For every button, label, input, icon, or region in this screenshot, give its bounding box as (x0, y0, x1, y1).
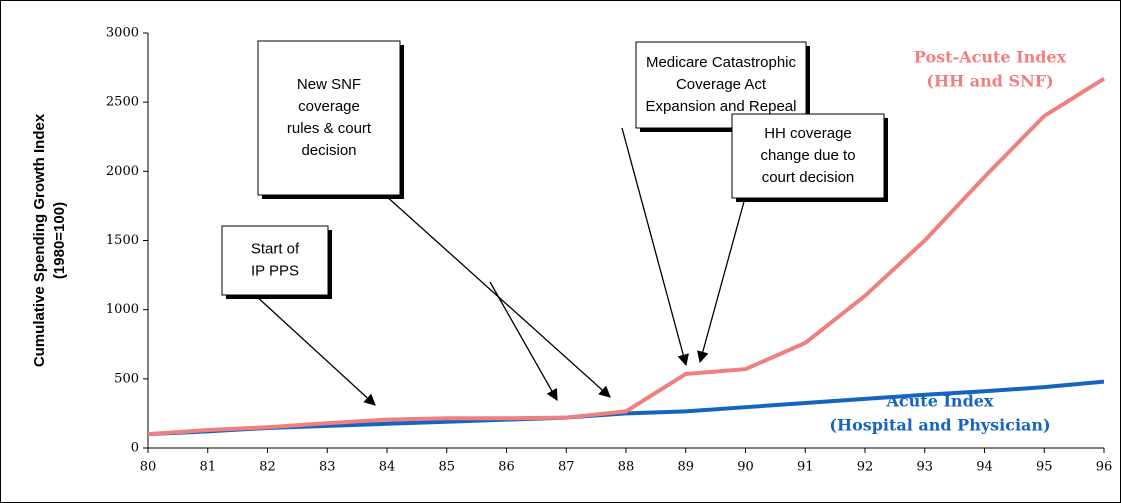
x-tick-label: 92 (857, 460, 874, 475)
y-tick-label: 2000 (106, 164, 139, 179)
x-tick-label: 82 (259, 460, 276, 475)
series-label: Post-Acute Index (914, 48, 1067, 67)
y-axis-label: (1980=100) (51, 202, 68, 279)
annotation-text: HH coverage (764, 125, 852, 142)
annotation-box (221, 225, 329, 296)
y-tick-label: 3000 (106, 26, 139, 41)
annotation-text: change due to (760, 147, 855, 164)
x-tick-label: 81 (199, 460, 216, 475)
x-tick-label: 84 (379, 460, 396, 475)
y-tick-label: 2500 (106, 95, 139, 110)
annotation-text: Coverage Act (676, 76, 767, 93)
x-tick-label: 89 (677, 460, 694, 475)
annotation-text: New SNF (297, 76, 361, 93)
annotation-arrow (254, 294, 376, 406)
series-label: Acute Index (886, 392, 994, 411)
x-tick-label: 80 (140, 460, 157, 475)
series-line (147, 379, 1105, 437)
annotation-text: Expansion and Repeal (646, 98, 797, 115)
x-tick-label: 86 (498, 460, 515, 475)
annotation-arrow (621, 127, 689, 367)
annotation-arrow (697, 197, 746, 364)
y-tick-label: 1000 (106, 302, 139, 317)
annotation-text: court decision (762, 169, 855, 186)
annotation-text: IP PPS (251, 262, 299, 279)
series-label: (HH and SNF) (926, 72, 1053, 91)
y-tick-label: 500 (114, 371, 139, 386)
annotation-box (731, 113, 885, 199)
annotation-arrow (489, 281, 558, 402)
x-tick-label: 83 (319, 460, 336, 475)
annotation-box (257, 40, 401, 196)
x-tick-label: 87 (558, 460, 575, 475)
y-tick-label: 0 (131, 441, 139, 456)
series-label: (Hospital and Physician) (829, 416, 1050, 435)
annotation-text: Medicare Catastrophic (646, 54, 797, 71)
annotation-text: Start of (251, 240, 300, 257)
series-line (147, 76, 1106, 437)
annotation-text: rules & court (287, 120, 372, 137)
x-tick-label: 93 (916, 460, 933, 475)
x-tick-label: 95 (1036, 460, 1053, 475)
x-tick-label: 85 (438, 460, 455, 475)
annotation-text: coverage (298, 98, 360, 115)
x-tick-label: 94 (976, 460, 993, 475)
y-axis-label: Cumulative Spending Growth Index (31, 113, 48, 367)
x-tick-label: 88 (618, 460, 635, 475)
y-tick-label: 1500 (106, 233, 139, 248)
x-tick-label: 91 (797, 460, 814, 475)
annotation-text: decision (301, 142, 356, 159)
x-tick-label: 96 (1096, 460, 1113, 475)
x-tick-label: 90 (737, 460, 754, 475)
